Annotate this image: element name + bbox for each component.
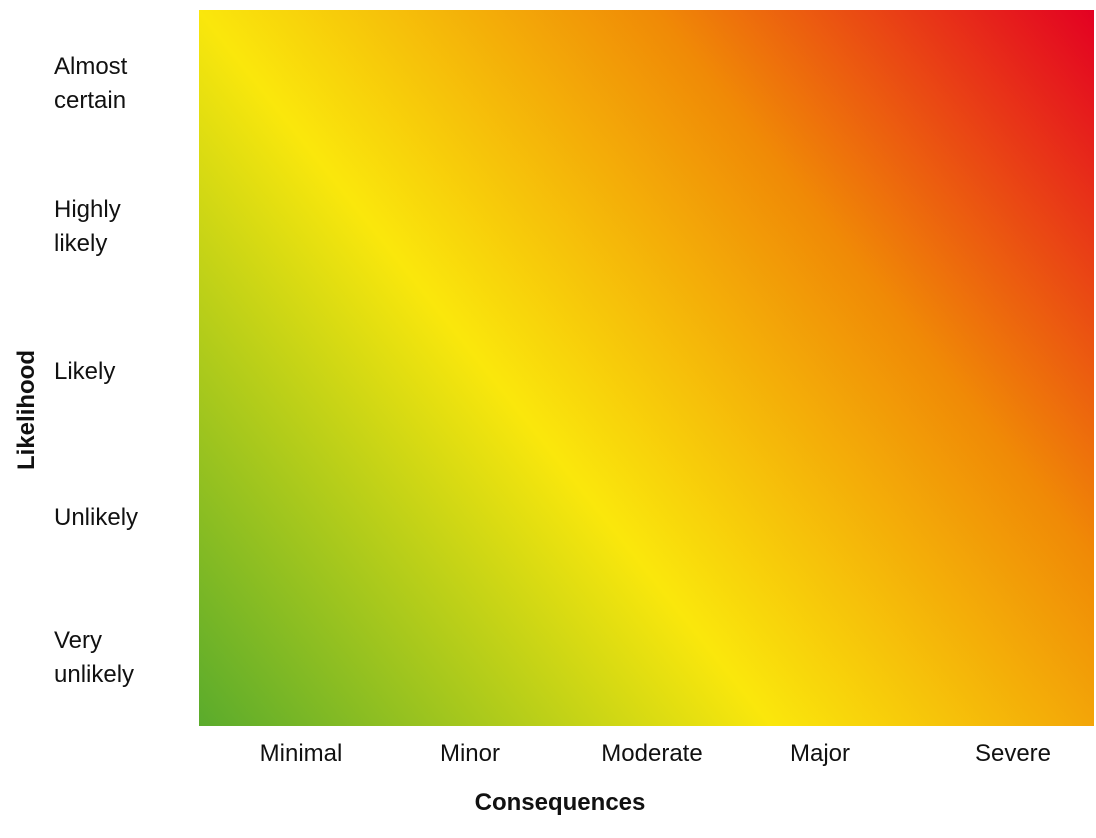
y-tick-label: Likely — [54, 358, 115, 385]
y-tick-label-line: Likely — [54, 358, 115, 385]
x-tick-label: Severe — [975, 740, 1051, 767]
y-tick-label-line: likely — [54, 230, 107, 257]
y-tick-label-line: Very — [54, 627, 102, 654]
y-axis-tick-labels: Very unlikely Unlikely Likely Highly likely Al… — [54, 53, 138, 688]
x-tick-label: Major — [790, 740, 850, 767]
x-tick-label: Minor — [440, 740, 500, 767]
x-tick-label: Moderate — [601, 740, 702, 767]
heatmap-gradient-area — [199, 10, 1094, 726]
y-tick-label-line: Unlikely — [54, 504, 138, 531]
x-axis-tick-labels: Minimal Minor Moderate Major Severe — [260, 740, 1051, 767]
y-tick-label-line: unlikely — [54, 661, 134, 688]
y-tick-label: Very unlikely — [54, 627, 134, 688]
x-axis-title: Consequences — [475, 789, 646, 816]
y-tick-label: Highly likely — [54, 196, 121, 257]
y-tick-label-line: certain — [54, 87, 126, 114]
y-tick-label-line: Highly — [54, 196, 121, 223]
y-tick-label: Almost certain — [54, 53, 128, 114]
y-tick-label-line: Almost — [54, 53, 128, 80]
x-tick-label: Minimal — [260, 740, 343, 767]
y-axis-title: Likelihood — [13, 350, 40, 470]
y-tick-label: Unlikely — [54, 504, 138, 531]
